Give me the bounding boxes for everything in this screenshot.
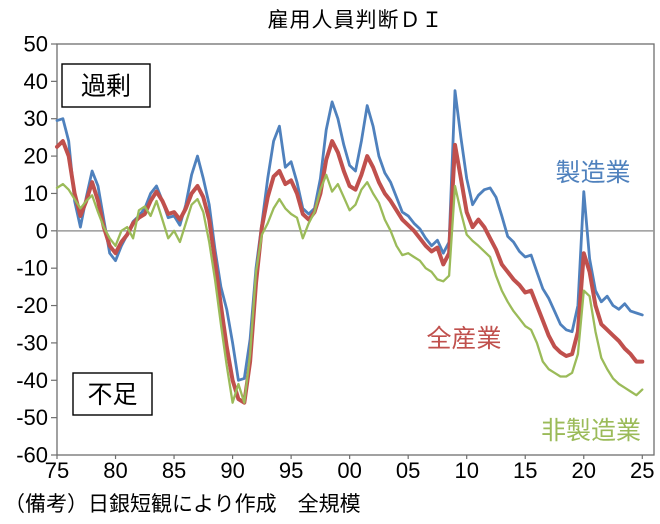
- y-tick-label: 40: [24, 69, 48, 94]
- y-tick-label: -40: [16, 368, 48, 393]
- y-tick-label: 50: [24, 32, 48, 57]
- x-tick-label: 00: [337, 458, 361, 483]
- annotation-label-excess: 過剰: [81, 73, 131, 101]
- x-tick-label: 95: [279, 458, 303, 483]
- y-tick-label: -20: [16, 293, 48, 318]
- series-line-manufacturing: [55, 89, 644, 382]
- x-tick-label: 05: [396, 458, 420, 483]
- x-tick-label: 85: [162, 458, 186, 483]
- plot-frame: [56, 43, 655, 456]
- series-line-all-industries: [55, 139, 645, 405]
- x-tick-label: 90: [220, 458, 244, 483]
- series-label-non-manufacturing: 非製造業: [541, 417, 641, 445]
- series-label-all-industries: 全産業: [426, 325, 501, 353]
- y-tick-label: -50: [16, 405, 48, 430]
- x-tick-label: 75: [45, 458, 69, 483]
- annotation-box-excess: [61, 63, 151, 108]
- x-tick-label: 25: [630, 458, 654, 483]
- x-tick-label: 20: [572, 458, 596, 483]
- y-tick-label: 30: [24, 106, 48, 131]
- y-tick-label: -30: [16, 330, 48, 355]
- y-tick-label: -10: [16, 256, 48, 281]
- x-tick-label: 10: [454, 458, 478, 483]
- annotation-label-shortage: 不足: [87, 381, 137, 409]
- chart-caption: （備考）日銀短観により作成 全規模: [4, 493, 361, 516]
- y-tick-label: -60: [16, 443, 48, 468]
- series-label-manufacturing: 製造業: [555, 159, 630, 187]
- series-line-non-manufacturing: [55, 173, 644, 404]
- y-tick-label: 20: [24, 144, 48, 169]
- x-tick-label: 15: [513, 458, 537, 483]
- x-tick-label: 80: [103, 458, 127, 483]
- y-tick-label: 10: [24, 181, 48, 206]
- annotation-box-shortage: [72, 372, 153, 416]
- y-tick-label: 0: [36, 218, 48, 243]
- chart-title: 雇用人員判断ＤＩ: [267, 9, 444, 32]
